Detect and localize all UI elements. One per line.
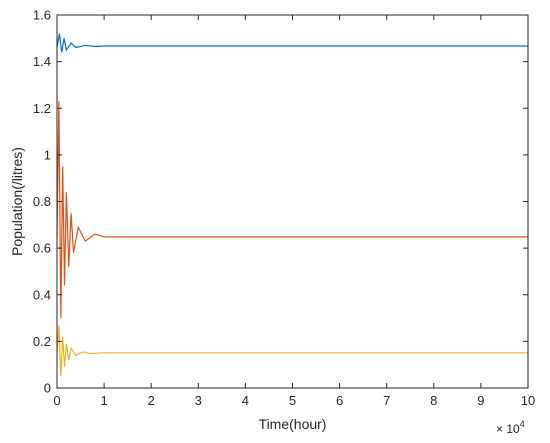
series-line-3 [56,325,528,377]
plot-area-frame [56,14,529,389]
y-tick-label: 1.4 [33,54,51,69]
x-tick-label: 9 [477,393,484,408]
y-tick-label: 0.4 [33,287,51,302]
x-axis-label: Time(hour) [259,416,327,432]
x-axis-multiplier-exponent: 4 [520,419,525,429]
x-tick-label: 2 [148,393,155,408]
x-tick-label: 1 [100,393,107,408]
series-line-1 [56,33,528,53]
x-axis-multiplier-base: × 10 [496,422,520,436]
x-tick-label: 0 [53,393,60,408]
x-tick-label: 10 [521,393,535,408]
x-tick-label: 6 [336,393,343,408]
x-tick-label: 3 [195,393,202,408]
series-line-2 [56,101,528,319]
y-tick-label: 0 [44,381,51,396]
x-tick-label: 5 [289,393,296,408]
y-axis-ticks: 0 0.2 0.4 0.6 0.8 1 1.2 1.4 1.6 [33,8,528,396]
x-axis-ticks: 0 1 2 3 4 5 6 7 8 9 10 [53,15,535,408]
x-tick-label: 8 [430,393,437,408]
y-tick-label: 1.6 [33,8,51,23]
y-axis-label: Population(/litres) [9,147,25,256]
y-tick-label: 1.2 [33,101,51,116]
y-tick-label: 0.6 [33,241,51,256]
x-tick-label: 4 [242,393,249,408]
y-tick-label: 0.8 [33,194,51,209]
x-tick-label: 7 [383,393,390,408]
series-lines [56,33,528,377]
y-tick-label: 1 [44,147,51,162]
y-tick-label: 0.2 [33,334,51,349]
x-axis-multiplier: × 104 [496,419,525,436]
